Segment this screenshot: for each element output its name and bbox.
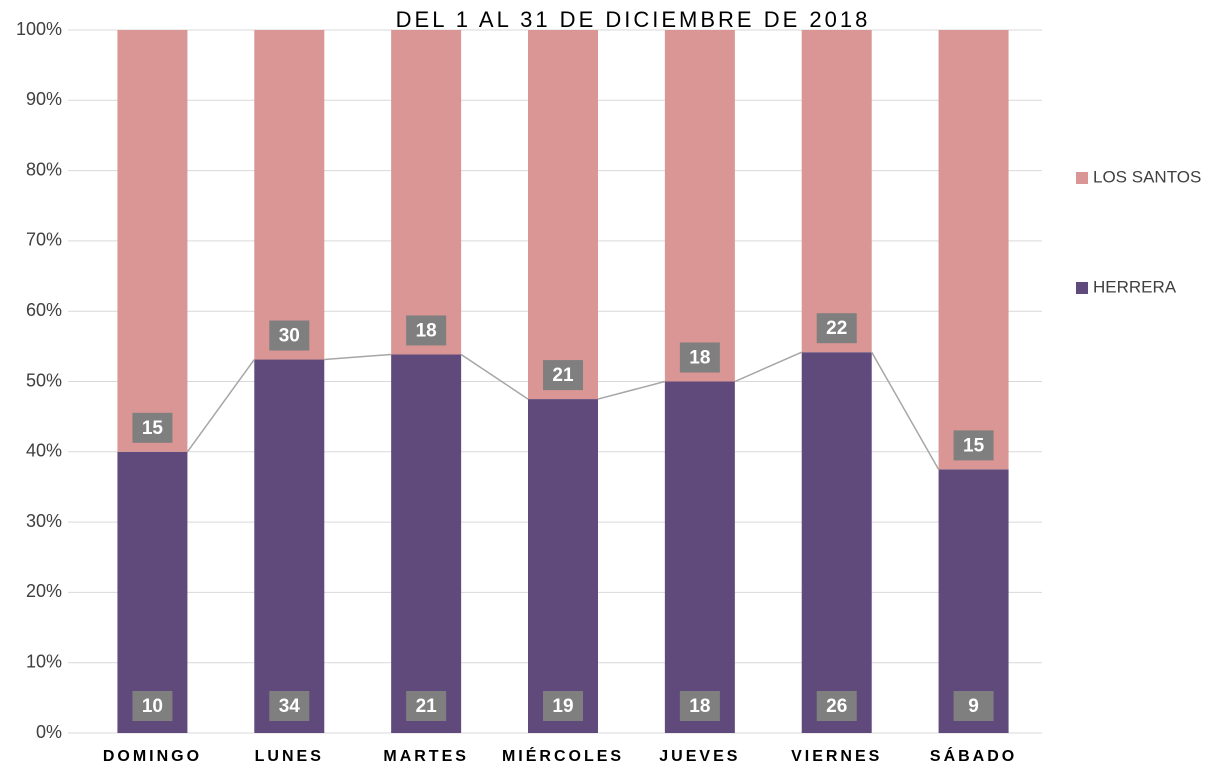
- data-label-box: [816, 691, 857, 721]
- data-label: 18: [689, 348, 710, 369]
- series-line: [734, 351, 803, 383]
- data-label-box: [406, 691, 447, 721]
- series-line: [871, 351, 940, 470]
- data-label: 34: [279, 696, 301, 717]
- data-label: 18: [689, 696, 710, 717]
- data-label-box: [406, 315, 447, 346]
- bar-segment: [254, 359, 325, 733]
- data-label: 21: [416, 696, 438, 717]
- bar-segment: [938, 469, 1009, 733]
- data-label: 26: [826, 696, 847, 717]
- data-label-box: [679, 342, 720, 373]
- data-label-box: [953, 430, 994, 461]
- data-label-box: [679, 691, 720, 721]
- legend-label: LOS SANTOS: [1093, 167, 1201, 186]
- y-tick-label: 60%: [26, 300, 62, 320]
- data-label: 9: [968, 696, 979, 717]
- data-label-box: [269, 691, 310, 721]
- series-line: [597, 380, 666, 400]
- data-label-box: [816, 313, 857, 344]
- data-label-box: [132, 691, 173, 721]
- data-label: 15: [142, 418, 164, 439]
- bar-segment: [938, 30, 1009, 470]
- data-label: 21: [552, 365, 574, 386]
- data-label: 10: [142, 696, 163, 717]
- bar-segment: [391, 30, 462, 355]
- series-line: [186, 359, 255, 453]
- bar-segment: [801, 352, 872, 733]
- data-label-box: [543, 360, 583, 391]
- bar-segment: [391, 354, 462, 733]
- y-tick-label: 0%: [36, 722, 62, 742]
- data-label: 18: [416, 320, 437, 341]
- x-tick-label: LUNES: [255, 748, 324, 765]
- x-tick-label: MARTES: [383, 748, 469, 765]
- series-line: [324, 353, 392, 361]
- x-tick-label: JUEVES: [659, 748, 740, 765]
- data-label: 19: [552, 696, 573, 717]
- y-tick-label: 50%: [26, 370, 62, 390]
- y-tick-label: 40%: [26, 441, 62, 461]
- bar-segment: [117, 451, 188, 733]
- legend-swatch: [1076, 172, 1088, 184]
- bar-segment: [528, 399, 598, 733]
- data-label-box: [543, 691, 583, 721]
- y-tick-label: 30%: [26, 511, 62, 531]
- data-label: 22: [826, 318, 847, 339]
- data-label-box: [269, 320, 310, 351]
- bar-segment: [528, 30, 598, 400]
- x-tick-label: MIÉRCOLES: [502, 746, 624, 765]
- y-tick-label: 80%: [26, 159, 62, 179]
- data-label-box: [953, 691, 994, 721]
- legend-label: HERRERA: [1093, 277, 1177, 296]
- bar-segment: [664, 30, 735, 382]
- data-label-box: [132, 412, 173, 443]
- y-tick-label: 90%: [26, 89, 62, 109]
- bar-segment: [664, 381, 735, 733]
- y-tick-label: 10%: [26, 651, 62, 671]
- bar-segment: [254, 30, 325, 360]
- series-line: [460, 353, 529, 400]
- x-tick-label: DOMINGO: [103, 748, 202, 765]
- y-tick-label: 70%: [26, 230, 62, 250]
- data-label: 30: [279, 326, 300, 347]
- y-tick-label: 20%: [26, 581, 62, 601]
- bar-segment: [801, 30, 872, 353]
- chart-title: DEL 1 AL 31 DE DICIEMBRE DE 2018: [396, 7, 871, 32]
- legend-swatch: [1076, 282, 1088, 294]
- data-label: 15: [963, 435, 985, 456]
- bar-segment: [117, 30, 188, 452]
- x-tick-label: VIERNES: [791, 748, 882, 765]
- y-tick-label: 100%: [16, 19, 62, 39]
- x-tick-label: SÁBADO: [930, 746, 1017, 765]
